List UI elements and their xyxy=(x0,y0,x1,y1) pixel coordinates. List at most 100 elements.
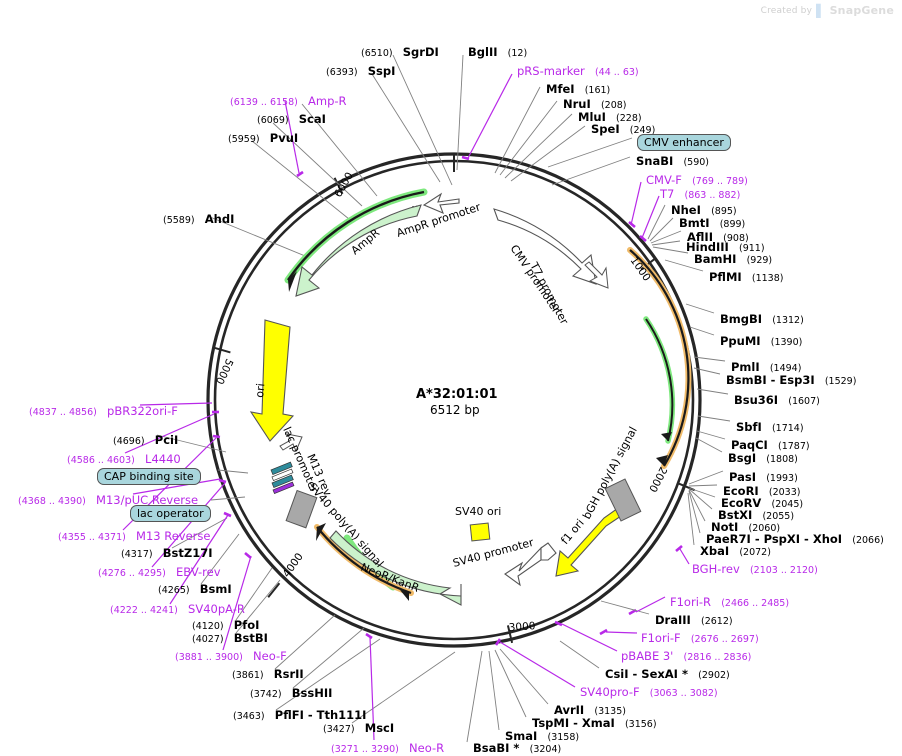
enzyme-name: SspI xyxy=(367,64,396,78)
enzyme-name: BmtI xyxy=(679,216,710,230)
primer-range: (769 .. 789) xyxy=(692,176,748,187)
enzyme-site-label[interactable]: (3427) MscI xyxy=(323,719,394,735)
enzyme-site-label[interactable]: (6069) ScaI xyxy=(257,110,326,126)
enzyme-name: PmlI xyxy=(731,360,760,374)
primer-label[interactable]: (4837 .. 4856) pBR322ori-F xyxy=(29,402,178,418)
enzyme-site-label[interactable]: (3463) PflFI - Tth111I xyxy=(233,706,366,722)
enzyme-site-label[interactable]: HindIII (911) xyxy=(686,238,765,254)
primer-label[interactable]: pBABE 3' (2816 .. 2836) xyxy=(621,647,751,663)
primer-label[interactable]: F1ori-F (2676 .. 2697) xyxy=(641,629,759,645)
enzyme-site-label[interactable]: (4696) PciI xyxy=(113,431,178,447)
enzyme-site-label[interactable]: BsmBI - Esp3I (1529) xyxy=(726,371,856,387)
enzyme-site-label[interactable]: MluI (228) xyxy=(578,108,642,124)
primer-range: (863 .. 882) xyxy=(684,190,741,201)
primer-range: (3881 .. 3900) xyxy=(175,652,243,663)
enzyme-position: (5589) xyxy=(163,215,195,226)
primer-label[interactable]: (3881 .. 3900) Neo-F xyxy=(175,647,287,663)
enzyme-site-label[interactable]: (6393) SspI xyxy=(326,62,395,78)
enzyme-site-label[interactable]: (4265) BsmI xyxy=(158,580,232,596)
enzyme-site-label[interactable]: EcoRI (2033) xyxy=(723,482,800,498)
enzyme-site-label[interactable]: CsiI - SexAI * (2902) xyxy=(605,665,730,681)
feature-box-label[interactable]: CMV enhancer xyxy=(637,133,731,151)
primer-label[interactable]: SV40pro-F (3063 .. 3082) xyxy=(580,683,718,699)
enzyme-site-label[interactable]: (4027) BstBI xyxy=(192,629,268,645)
primer-label[interactable]: (4276 .. 4295) EBV-rev xyxy=(98,563,221,579)
enzyme-site-label[interactable]: (3861) RsrII xyxy=(232,665,304,681)
feature-small-blocks xyxy=(270,461,295,495)
enzyme-site-label[interactable]: NruI (208) xyxy=(563,95,626,111)
enzyme-site-label[interactable]: DraIII (2612) xyxy=(655,611,733,627)
enzyme-site-label[interactable]: (4120) PfoI xyxy=(192,616,259,632)
enzyme-site-label[interactable]: MfeI (161) xyxy=(546,80,610,96)
primer-name: Neo-F xyxy=(253,649,287,663)
primer-label[interactable]: (4355 .. 4371) M13 Reverse xyxy=(58,527,210,543)
enzyme-name: NotI xyxy=(711,520,739,534)
primer-range: (3063 .. 3082) xyxy=(649,688,718,699)
enzyme-site-label[interactable]: (6510) SgrDI xyxy=(361,43,439,59)
enzyme-site-label[interactable]: PpuMI (1390) xyxy=(720,332,802,348)
enzyme-site-label[interactable]: PflMI (1138) xyxy=(709,268,783,284)
feature-box-label[interactable]: lac operator xyxy=(130,504,211,522)
enzyme-site-label[interactable]: BmtI (899) xyxy=(679,214,745,230)
enzyme-site-label[interactable]: SpeI (249) xyxy=(591,120,655,136)
enzyme-position: (895) xyxy=(711,206,737,217)
enzyme-position: (3156) xyxy=(624,719,657,730)
enzyme-site-label[interactable]: (3742) BssHII xyxy=(250,684,332,700)
enzyme-position: (249) xyxy=(629,125,656,136)
feature-bgh-polya xyxy=(604,478,642,522)
enzyme-site-label[interactable]: (5959) PvuI xyxy=(228,129,298,145)
primer-label[interactable]: (4586 .. 4603) L4440 xyxy=(67,450,181,466)
primer-range: (2816 .. 2836) xyxy=(683,652,752,663)
primer-label[interactable]: CMV-F (769 .. 789) xyxy=(646,171,748,187)
feature-box-label[interactable]: CAP binding site xyxy=(97,467,201,485)
enzyme-site-label[interactable]: BsaBI * (3204) xyxy=(473,739,561,755)
enzyme-site-label[interactable]: BglII (12) xyxy=(468,43,527,59)
primer-label[interactable]: F1ori-R (2466 .. 2485) xyxy=(670,593,789,609)
enzyme-position: (929) xyxy=(746,255,773,266)
enzyme-site-label[interactable]: BsgI (1808) xyxy=(728,449,798,465)
enzyme-site-label[interactable]: PaqCI (1787) xyxy=(731,436,810,452)
enzyme-name: PflMI xyxy=(709,270,742,284)
primer-label[interactable]: (6139 .. 6158) Amp-R xyxy=(230,92,347,108)
enzyme-name: PasI xyxy=(729,470,757,484)
enzyme-position: (2612) xyxy=(701,616,733,627)
snapgene-watermark: Created by ▌ SnapGene xyxy=(761,4,894,17)
primer-label[interactable]: pRS-marker (44 .. 63) xyxy=(517,62,639,78)
enzyme-position: (3427) xyxy=(323,724,355,735)
enzyme-site-label[interactable]: PaeR7I - PspXI - XhoI (2066) xyxy=(706,530,884,546)
enzyme-site-label[interactable]: SbfI (1714) xyxy=(736,418,804,434)
primer-label[interactable]: BGH-rev (2103 .. 2120) xyxy=(692,560,818,576)
enzyme-position: (2902) xyxy=(698,670,730,681)
enzyme-leader-lines xyxy=(156,54,731,743)
primer-label[interactable]: (4222 .. 4241) SV40pA-R xyxy=(110,600,245,616)
primer-range: (4222 .. 4241) xyxy=(110,605,178,616)
feature-label-neor: NeoR/KanR xyxy=(359,561,421,595)
enzyme-site-label[interactable]: (5589) AhdI xyxy=(163,210,234,226)
enzyme-site-label[interactable]: NotI (2060) xyxy=(711,518,780,534)
enzyme-site-label[interactable]: SnaBI (590) xyxy=(636,152,709,168)
enzyme-position: (6069) xyxy=(257,115,289,126)
enzyme-site-label[interactable]: EcoRV (2045) xyxy=(721,494,803,510)
enzyme-position: (1808) xyxy=(766,454,798,465)
enzyme-site-label[interactable]: BmgBI (1312) xyxy=(720,310,804,326)
enzyme-site-label[interactable]: SmaI (3158) xyxy=(505,727,579,743)
enzyme-position: (2045) xyxy=(771,499,804,510)
enzyme-site-label[interactable]: Bsu36I (1607) xyxy=(734,391,820,407)
enzyme-position: (1714) xyxy=(771,423,804,434)
primer-range: (4586 .. 4603) xyxy=(67,455,135,466)
enzyme-site-label[interactable]: AflII (908) xyxy=(687,228,749,244)
enzyme-site-label[interactable]: TspMI - XmaI (3156) xyxy=(532,714,657,730)
enzyme-site-label[interactable]: PmlI (1494) xyxy=(731,358,801,374)
primer-label[interactable]: (4368 .. 4390) M13/pUC Reverse xyxy=(18,491,198,507)
enzyme-site-label[interactable]: BamHI (929) xyxy=(694,250,772,266)
enzyme-site-label[interactable]: XbaI (2072) xyxy=(700,542,771,558)
primer-label[interactable]: T7 (863 .. 882) xyxy=(660,185,740,201)
primer-range: (6139 .. 6158) xyxy=(230,97,298,108)
enzyme-site-label[interactable]: (4317) BstZ17I xyxy=(121,544,213,560)
enzyme-site-label[interactable]: PasI (1993) xyxy=(729,468,798,484)
enzyme-site-label[interactable]: AvrII (3135) xyxy=(554,701,626,717)
enzyme-site-label[interactable]: BstXI (2055) xyxy=(718,506,794,522)
enzyme-site-label[interactable]: NheI (895) xyxy=(671,201,737,217)
enzyme-position: (911) xyxy=(739,243,765,254)
primer-label[interactable]: (3271 .. 3290) Neo-R xyxy=(331,739,444,755)
